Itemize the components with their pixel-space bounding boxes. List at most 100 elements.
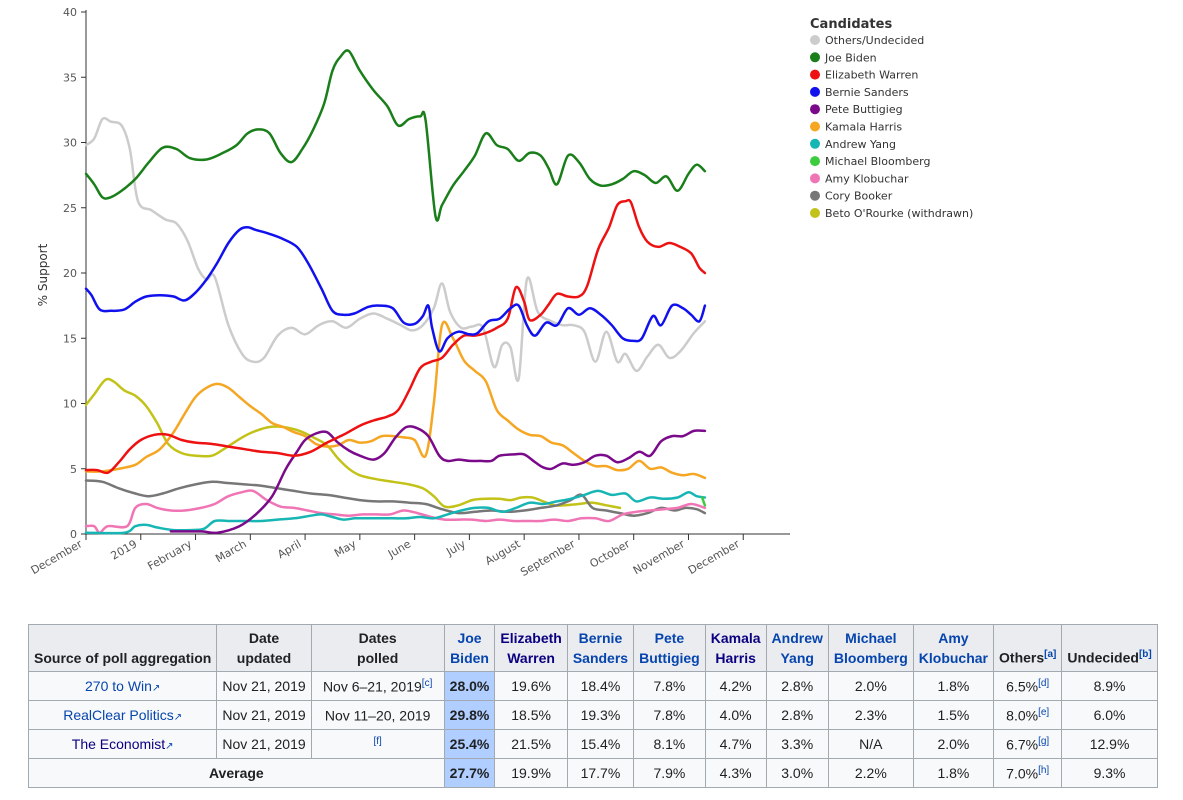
- harris-cell: 4.7%: [704, 729, 767, 759]
- harris-cell: 4.3%: [704, 758, 767, 788]
- series-line-michael-bloomberg: [700, 496, 707, 507]
- source-link[interactable]: RealClear Politics: [63, 707, 174, 723]
- note-b[interactable]: [b]: [1138, 649, 1152, 661]
- header-date-updated: Date updated: [216, 624, 312, 672]
- y-tick-label: 20: [63, 267, 77, 280]
- series-line-cory-booker: [84, 479, 707, 517]
- undecided-cell: 12.9%: [1061, 729, 1158, 759]
- x-tick-label: June: [385, 537, 413, 561]
- legend-item-andrew-yang: Andrew Yang: [825, 138, 896, 151]
- klobuchar-cell: 1.8%: [912, 671, 995, 701]
- warren-cell: 19.6%: [494, 671, 568, 701]
- buttigieg-cell: 7.8%: [633, 671, 706, 701]
- note-a[interactable]: [a]: [1044, 649, 1057, 661]
- x-tick-label: April: [275, 537, 303, 561]
- legend-item-beto-o-rourke-withdrawn: Beto O'Rourke (withdrawn): [825, 207, 973, 220]
- legend-item-others-undecided: Others/Undecided: [825, 34, 924, 47]
- header-undecided: Undecided[b]: [1061, 624, 1158, 672]
- header-bloomberg[interactable]: Michael Bloomberg: [827, 624, 914, 672]
- header-yang[interactable]: Andrew Yang: [765, 624, 829, 672]
- others-cell: 6.7%[g]: [993, 729, 1063, 759]
- bloomberg-cell: N/A: [827, 729, 914, 759]
- harris-cell: 4.0%: [704, 700, 767, 730]
- undecided-cell: 8.9%: [1061, 671, 1158, 701]
- biden-cell: 29.8%: [443, 700, 496, 730]
- x-tick-label: December: [686, 537, 742, 577]
- header-warren[interactable]: Elizabeth Warren: [494, 624, 568, 672]
- header-others: Others[a]: [993, 624, 1063, 672]
- header-sanders[interactable]: Bernie Sanders: [566, 624, 635, 672]
- legend-swatch-bernie-sanders: [810, 86, 820, 97]
- header-harris[interactable]: Kamala Harris: [704, 624, 767, 672]
- y-tick-label: 40: [63, 6, 77, 19]
- legend-swatch-beto-o-rourke-withdrawn: [810, 208, 820, 218]
- legend-item-pete-buttigieg: Pete Buttigieg: [825, 103, 903, 116]
- header-buttigieg[interactable]: Pete Buttigieg: [633, 624, 706, 672]
- klobuchar-cell: 1.8%: [912, 758, 995, 788]
- undecided-cell: 6.0%: [1061, 700, 1158, 730]
- note-link[interactable]: [d]: [1038, 677, 1050, 689]
- table-header-row: Source of poll aggregation Date updated D…: [27, 624, 1158, 672]
- others-cell: 8.0%[e]: [993, 700, 1063, 730]
- bloomberg-cell: 2.2%: [827, 758, 914, 788]
- legend-item-cory-booker: Cory Booker: [825, 190, 893, 203]
- x-tick-label: August: [483, 537, 523, 568]
- y-axis-label: % Support: [36, 243, 50, 306]
- header-biden[interactable]: Joe Biden: [443, 624, 496, 672]
- y-tick-label: 0: [70, 528, 77, 541]
- buttigieg-cell: 8.1%: [633, 729, 706, 759]
- header-klobuchar[interactable]: Amy Klobuchar: [912, 624, 995, 672]
- note-link[interactable]: [h]: [1038, 764, 1050, 776]
- warren-cell: 18.5%: [494, 700, 568, 730]
- legend-swatch-cory-booker: [810, 190, 820, 201]
- y-tick-label: 35: [63, 71, 77, 84]
- series-line-andrew-yang: [84, 489, 707, 535]
- y-tick-label: 30: [63, 137, 77, 150]
- klobuchar-cell: 1.5%: [912, 700, 995, 730]
- undecided-cell: 9.3%: [1061, 758, 1158, 788]
- updated-cell: Nov 21, 2019: [216, 671, 312, 701]
- external-link-icon: ↗: [165, 741, 174, 752]
- sanders-cell: 18.4%: [566, 671, 635, 701]
- yang-cell: 3.0%: [765, 758, 829, 788]
- series-layer: [84, 49, 707, 535]
- series-line-amy-klobuchar: [84, 489, 707, 534]
- note-link[interactable]: [f]: [373, 735, 382, 747]
- note-link[interactable]: [c]: [421, 677, 433, 689]
- legend-swatch-joe-biden: [810, 52, 820, 63]
- legend-swatch-kamala-harris: [810, 121, 820, 132]
- legend-item-bernie-sanders: Bernie Sanders: [825, 86, 909, 99]
- y-tick-label: 5: [70, 463, 77, 476]
- biden-cell: 28.0%: [443, 671, 496, 701]
- legend-swatch-elizabeth-warren: [810, 69, 820, 80]
- series-line-others-undecided: [84, 116, 707, 383]
- bloomberg-cell: 2.0%: [827, 671, 914, 701]
- series-line-joe-biden: [84, 49, 707, 222]
- external-link-icon: ↗: [151, 683, 161, 694]
- source-link[interactable]: 270 to Win: [85, 678, 152, 694]
- legend-item-michael-bloomberg: Michael Bloomberg: [825, 155, 930, 168]
- x-tick-label: 2019: [109, 537, 140, 562]
- legend-swatch-michael-bloomberg: [810, 156, 820, 167]
- x-tick-label: July: [443, 537, 468, 559]
- y-tick-label: 25: [63, 202, 77, 215]
- yang-cell: 3.3%: [765, 729, 829, 759]
- x-tick-label: September: [518, 537, 578, 579]
- polled-cell: Nov 6–21, 2019[c]: [310, 671, 445, 701]
- buttigieg-cell: 7.9%: [633, 758, 706, 788]
- yang-cell: 2.8%: [765, 700, 829, 730]
- note-link[interactable]: [e]: [1038, 706, 1050, 718]
- x-tick-label: May: [332, 537, 359, 560]
- poll-aggregation-table: Source of poll aggregation Date updated D…: [27, 624, 1158, 788]
- series-line-pete-buttigieg: [169, 425, 707, 535]
- source-cell: The Economist↗: [27, 729, 218, 759]
- bloomberg-cell: 2.3%: [827, 700, 914, 730]
- source-link[interactable]: The Economist: [71, 736, 166, 752]
- average-label: Average: [28, 758, 445, 788]
- polled-cell: [f]: [310, 729, 445, 759]
- legend-item-amy-klobuchar: Amy Klobuchar: [825, 172, 909, 185]
- sanders-cell: 17.7%: [566, 758, 635, 788]
- x-tick-label: December: [29, 537, 85, 577]
- legend-item-kamala-harris: Kamala Harris: [825, 121, 902, 134]
- note-link[interactable]: [g]: [1038, 735, 1050, 747]
